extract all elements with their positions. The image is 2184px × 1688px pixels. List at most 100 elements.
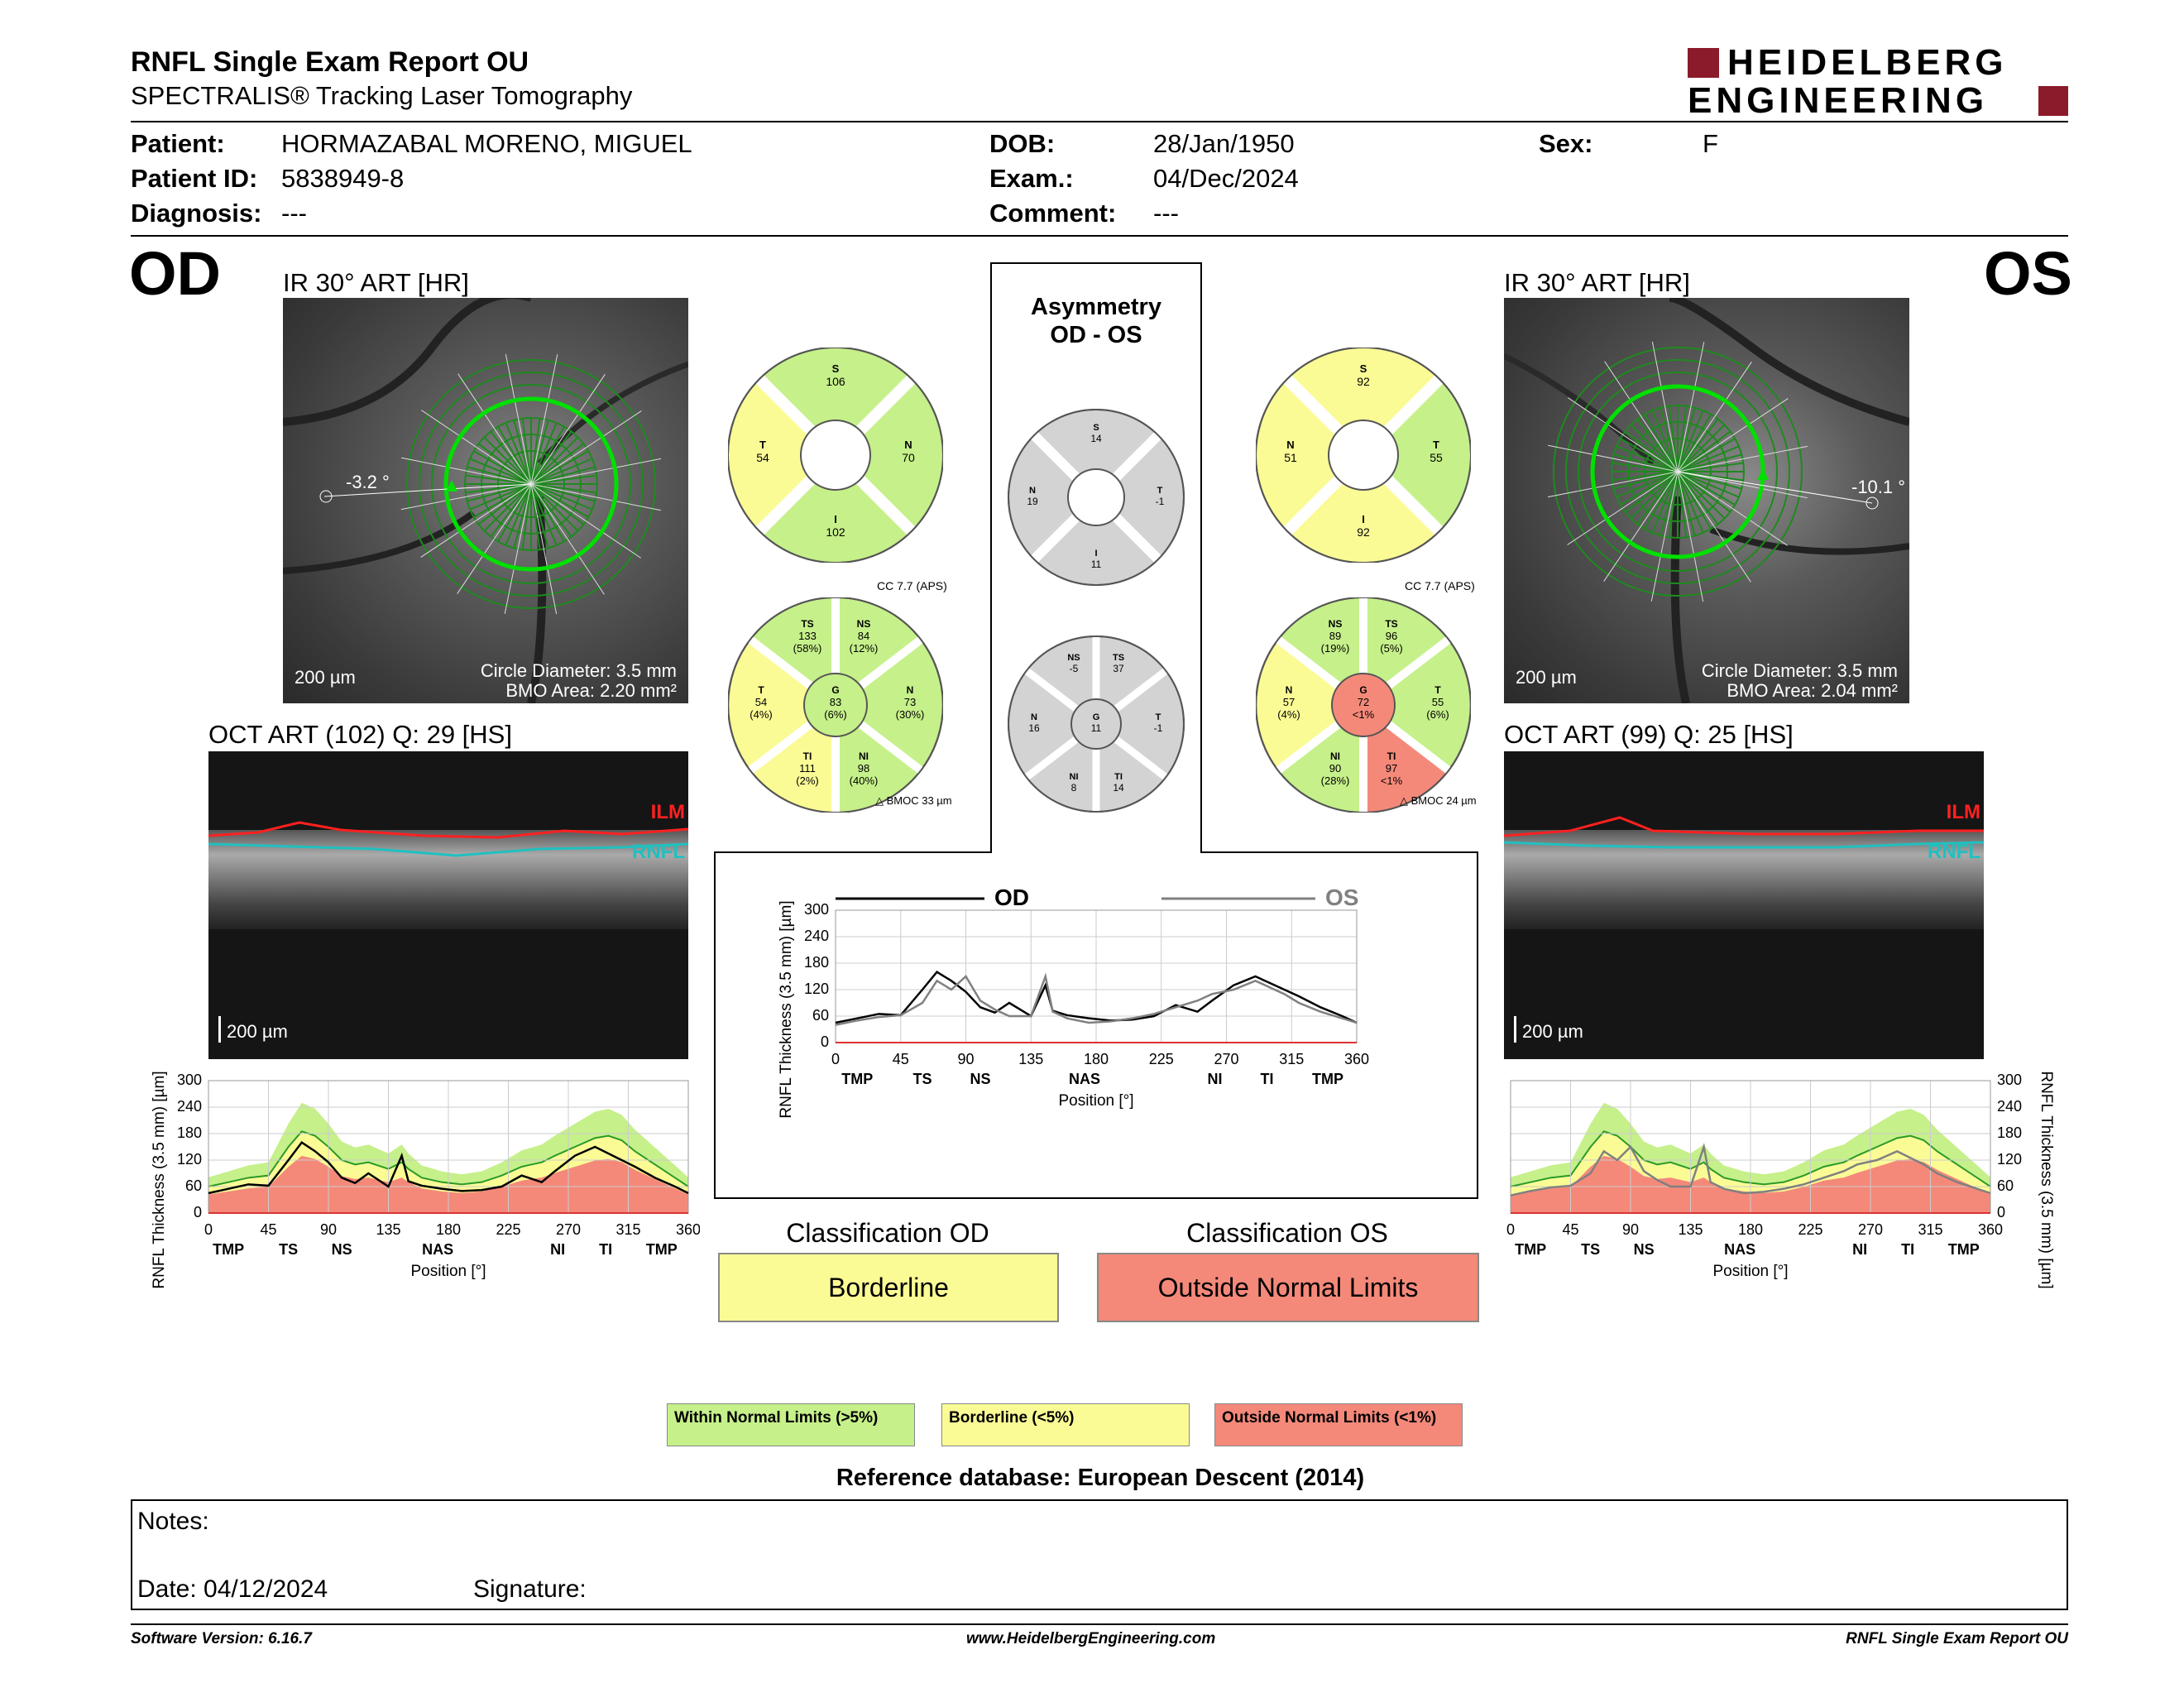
od-oct-scale: 200 µm bbox=[227, 1021, 288, 1042]
asym-s-ti: 14 bbox=[1113, 782, 1124, 794]
os-s-t: 55 bbox=[1432, 696, 1444, 708]
svg-text:G: G bbox=[1093, 712, 1100, 722]
os-s-g-p: <1% bbox=[1353, 708, 1375, 721]
od-eye-label: OD bbox=[129, 239, 221, 308]
x-tick-label: 360 bbox=[1344, 1051, 1369, 1067]
y-tick-label: 180 bbox=[177, 1125, 202, 1141]
region-label: NAS bbox=[1069, 1071, 1100, 1087]
region-label: TMP bbox=[1515, 1241, 1546, 1258]
svg-text:G: G bbox=[831, 684, 839, 696]
exam-label: Exam.: bbox=[989, 164, 1074, 193]
od-q-s: 106 bbox=[826, 375, 845, 388]
x-tick-label: 270 bbox=[1214, 1051, 1238, 1067]
asymmetry-title-line1: Asymmetry bbox=[1031, 294, 1161, 320]
region-label: TS bbox=[912, 1071, 932, 1087]
y-tick-label: 300 bbox=[804, 901, 829, 918]
od-bmo-area: BMO Area: 2.20 mm² bbox=[505, 680, 677, 701]
asym-s-n: 16 bbox=[1028, 722, 1040, 734]
od-q-t: 54 bbox=[756, 451, 769, 464]
x-tick-label: 135 bbox=[1678, 1221, 1703, 1238]
od-scale-bar: 200 µm bbox=[295, 667, 356, 688]
legend-onl: Outside Normal Limits (<1%) bbox=[1214, 1403, 1463, 1446]
x-tick-label: 360 bbox=[676, 1221, 700, 1238]
x-axis-label: Position [°] bbox=[1712, 1263, 1788, 1280]
x-tick-label: 270 bbox=[556, 1221, 581, 1238]
x-tick-label: 90 bbox=[320, 1221, 337, 1238]
x-tick-label: 225 bbox=[1798, 1221, 1822, 1238]
diagnosis-label: Diagnosis: bbox=[131, 199, 262, 228]
od-s-ni: 98 bbox=[858, 762, 869, 774]
x-tick-label: 315 bbox=[1279, 1051, 1304, 1067]
website-link[interactable]: www.HeidelbergEngineering.com bbox=[966, 1630, 1216, 1647]
classification-od-result: Borderline bbox=[718, 1253, 1059, 1322]
x-tick-label: 180 bbox=[1738, 1221, 1763, 1238]
y-tick-label: 300 bbox=[1997, 1072, 2022, 1088]
region-label: NI bbox=[1852, 1241, 1867, 1258]
svg-text:NS: NS bbox=[1067, 653, 1080, 663]
od-s-ns-p: (12%) bbox=[850, 642, 879, 655]
asym-s-ts: 37 bbox=[1113, 663, 1124, 674]
os-oct-image: ILM RNFL 200 µm bbox=[1504, 751, 1984, 1059]
asym-s-ni: 8 bbox=[1071, 782, 1077, 794]
y-tick-label: 240 bbox=[1997, 1098, 2022, 1115]
heidelberg-logo: HEIDELBERG ENGINEERING bbox=[1688, 45, 2068, 119]
report-name-footer: RNFL Single Exam Report OU bbox=[1846, 1630, 2068, 1647]
od-s-ti-p: (2%) bbox=[796, 774, 818, 787]
y-axis-label: RNFL Thickness (3.5 mm) [µm] bbox=[778, 900, 795, 1118]
svg-text:T: T bbox=[1433, 439, 1439, 451]
x-tick-label: 225 bbox=[1149, 1051, 1174, 1067]
svg-text:NS: NS bbox=[857, 618, 871, 630]
od-s-ts-p: (58%) bbox=[793, 642, 822, 655]
svg-text:T: T bbox=[1157, 486, 1163, 496]
notes-date: Date: 04/12/2024 bbox=[137, 1575, 328, 1603]
y-tick-label: 0 bbox=[1997, 1204, 2005, 1220]
os-bmoc-value: BMOC 24 µm bbox=[1410, 794, 1477, 807]
series-line-od bbox=[835, 971, 1358, 1024]
y-tick-label: 180 bbox=[1997, 1125, 2022, 1141]
asym-q-s: 14 bbox=[1090, 433, 1102, 444]
od-rnfl-profile-chart: 0 60 120 180 240 300 0 45 90 135 180 225 270 315 360 TM… bbox=[151, 1071, 700, 1288]
os-rnfl-profile-chart: 0 60 120 180 240 300 0 45 90 135 180 225 270 315 360 TM… bbox=[1506, 1071, 2055, 1288]
svg-text:TS: TS bbox=[1385, 618, 1397, 630]
svg-text:NI: NI bbox=[859, 750, 869, 762]
od-q-i: 102 bbox=[826, 525, 845, 539]
notes-box[interactable]: Notes: Date: 04/12/2024 Signature: bbox=[131, 1499, 2068, 1610]
svg-text:T: T bbox=[1156, 712, 1161, 722]
y-tick-label: 240 bbox=[177, 1098, 202, 1115]
y-tick-label: 120 bbox=[1997, 1151, 2022, 1168]
classification-od-label: Classification OD bbox=[786, 1218, 989, 1248]
region-label: NS bbox=[332, 1241, 352, 1258]
asym-quadrant-diagram: S 14 N 19 T -1 I 11 bbox=[1008, 409, 1185, 586]
od-s-n-p: (30%) bbox=[896, 708, 925, 721]
patient-id-label: Patient ID: bbox=[131, 164, 258, 193]
patient-id: 5838949-8 bbox=[281, 164, 405, 193]
x-tick-label: 135 bbox=[1018, 1051, 1043, 1067]
os-eye-label: OS bbox=[1984, 239, 2072, 308]
y-tick-label: 60 bbox=[1997, 1177, 2014, 1194]
os-q-t: 55 bbox=[1430, 451, 1443, 464]
os-bmo-area: BMO Area: 2.04 mm² bbox=[1727, 680, 1898, 701]
series-line-os bbox=[1510, 1143, 1991, 1196]
os-ir-caption: IR 30° ART [HR] bbox=[1504, 268, 1690, 297]
od-ilm-label: ILM bbox=[650, 801, 685, 823]
y-tick-label: 300 bbox=[177, 1072, 202, 1088]
os-q-n: 51 bbox=[1284, 451, 1297, 464]
reference-database: Reference database: European Descent (20… bbox=[836, 1465, 1365, 1491]
region-label: TMP bbox=[1948, 1241, 1980, 1258]
patient-name: HORMAZABAL MORENO, MIGUEL bbox=[281, 129, 692, 158]
region-label: TMP bbox=[1312, 1071, 1343, 1087]
dob-value: 28/Jan/1950 bbox=[1153, 129, 1295, 158]
od-cc-label: CC 7.7 (APS) bbox=[877, 579, 947, 592]
y-axis-label: RNFL Thickness (3.5 mm) [µm] bbox=[2038, 1071, 2055, 1288]
logo-line2: ENGINEERING bbox=[1688, 80, 1989, 121]
od-bmoc-value: BMOC 33 µm bbox=[886, 794, 952, 807]
os-s-ti-p: <1% bbox=[1381, 774, 1403, 787]
x-axis-label: Position [°] bbox=[1058, 1092, 1133, 1110]
svg-text:NI: NI bbox=[1330, 750, 1340, 762]
legend-od-label: OD bbox=[994, 885, 1029, 910]
svg-text:TS: TS bbox=[801, 618, 813, 630]
svg-text:NS: NS bbox=[1329, 618, 1343, 630]
x-tick-label: 180 bbox=[436, 1221, 461, 1238]
x-tick-label: 90 bbox=[1622, 1221, 1639, 1238]
os-scale-bar: 200 µm bbox=[1516, 667, 1577, 688]
